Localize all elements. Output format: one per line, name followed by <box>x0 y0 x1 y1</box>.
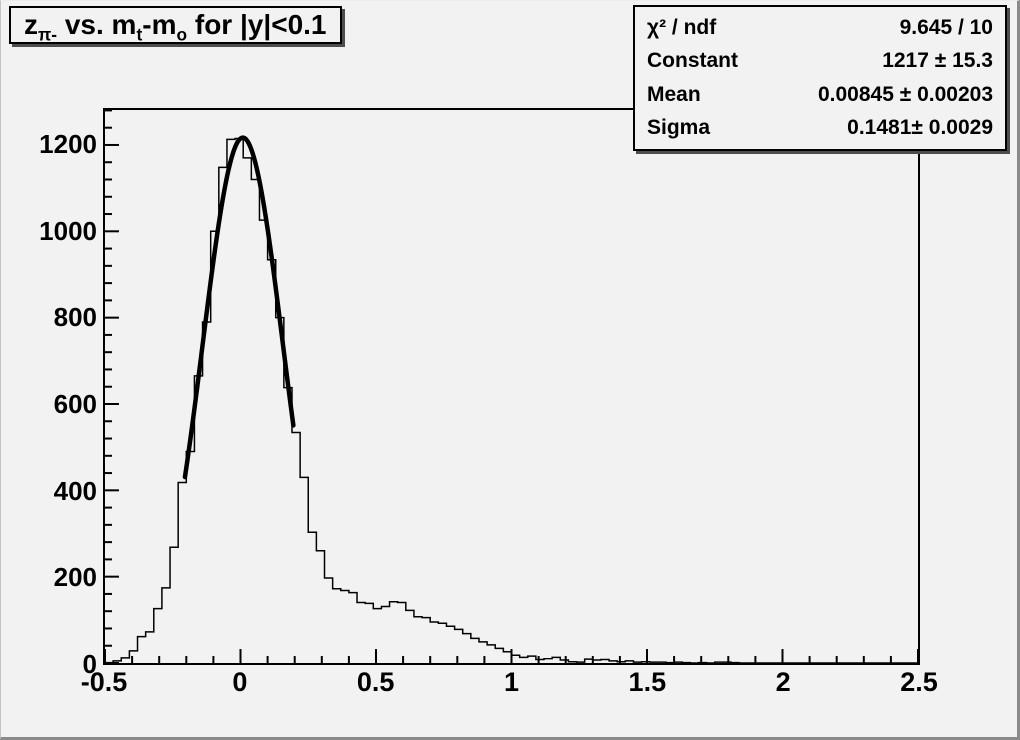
x-tick-label: 0.5 <box>356 667 395 697</box>
title-text-segment: -m <box>142 9 177 40</box>
stats-row-constant: Constant 1217 ± 15.3 <box>647 49 993 73</box>
x-tick-label: -0.5 <box>80 667 128 697</box>
title-text-segment: vs. m <box>57 9 137 40</box>
stats-row-mean: Mean 0.00845 ± 0.00203 <box>647 83 993 107</box>
y-tick-label: 800 <box>53 302 97 333</box>
x-tick-label: 1 <box>503 667 520 697</box>
stats-value: 9.645 / 10 <box>899 15 993 39</box>
stats-value: 0.00845 ± 0.00203 <box>817 82 993 106</box>
stats-label: Mean <box>647 82 701 106</box>
stats-label: χ² / ndf <box>647 15 717 39</box>
y-tick-label: 1000 <box>39 215 97 246</box>
y-tick-label: 0 <box>82 649 97 679</box>
title-subscript: o <box>176 24 188 45</box>
stats-row-sigma: Sigma 0.1481± 0.0029 <box>647 116 993 140</box>
x-tick-label: 0 <box>232 667 248 697</box>
fit-stats-box: χ² / ndf 9.645 / 10 Constant 1217 ± 15.3… <box>633 5 1007 151</box>
stats-value: 1217 ± 15.3 <box>882 49 993 73</box>
stats-label: Constant <box>647 49 738 73</box>
plot-frame <box>103 108 920 665</box>
gaussian-fit-curve <box>182 135 296 480</box>
y-tick-label: 400 <box>53 475 97 506</box>
histogram-plot <box>105 110 918 663</box>
title-subscript: π- <box>38 24 58 45</box>
y-tick-label: 600 <box>53 389 97 420</box>
plot-title: zπ- vs. mt-mo for |y|<0.1 <box>24 8 327 45</box>
x-tick-label: 2 <box>775 667 791 697</box>
title-text-segment: z <box>24 9 38 40</box>
histogram-title-box: zπ- vs. mt-mo for |y|<0.1 <box>9 6 342 44</box>
stats-label: Sigma <box>647 116 711 140</box>
title-subscript: t <box>136 24 143 45</box>
histogram-step-line <box>105 137 918 663</box>
y-tick-label: 1200 <box>39 129 97 160</box>
x-tick-label: 1.5 <box>628 667 667 697</box>
stats-value: 0.1481± 0.0029 <box>847 116 993 140</box>
title-text-segment: for |y|<0.1 <box>187 9 327 40</box>
x-tick-label: 2.5 <box>900 667 938 697</box>
y-tick-label: 200 <box>53 562 97 593</box>
stats-row-chi2: χ² / ndf 9.645 / 10 <box>647 16 993 40</box>
